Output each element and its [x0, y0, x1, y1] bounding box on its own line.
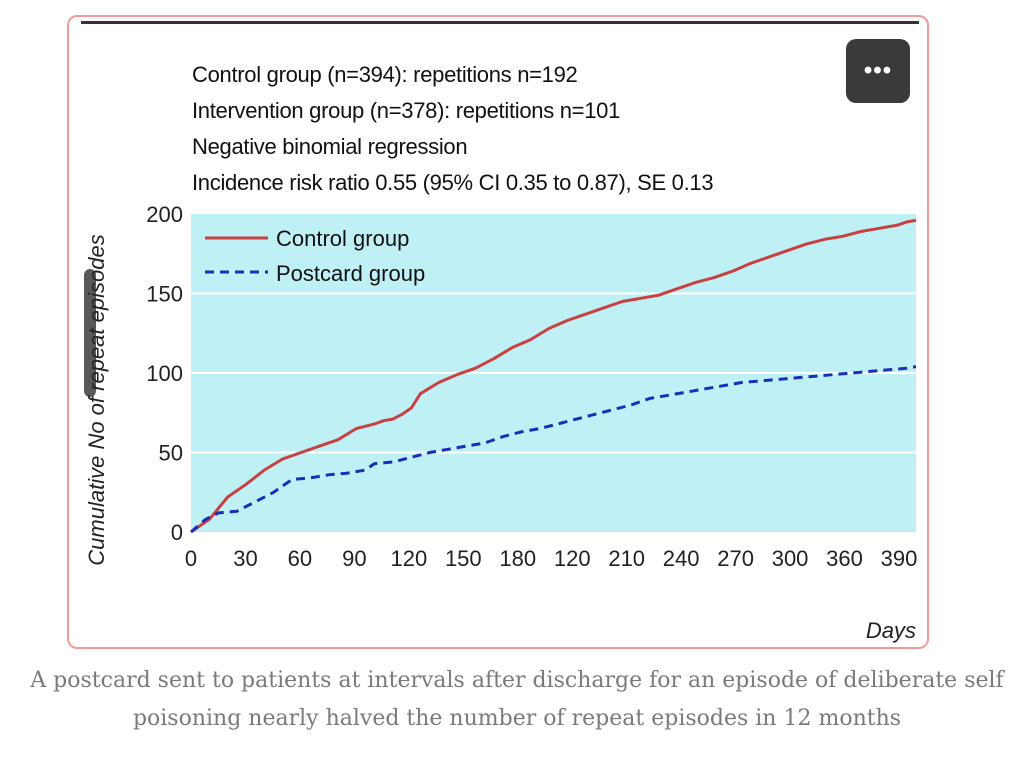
- line-chart: 0 50 100 150 200 0 30 60 90 120 150 180 120 210 240 27…: [84, 202, 917, 643]
- x-tick-label: 240: [663, 546, 700, 571]
- more-icon: •••: [863, 57, 893, 84]
- x-axis-label: Days: [866, 618, 916, 643]
- x-tick-label: 300: [772, 546, 809, 571]
- stats-line-control: Control group (n=394): repetitions n=192: [192, 62, 578, 87]
- more-options-button[interactable]: •••: [846, 39, 910, 103]
- stats-line-ratio: Incidence risk ratio 0.55 (95% CI 0.35 t…: [192, 170, 714, 195]
- y-tick-label: 150: [146, 282, 183, 307]
- stats-block: Control group (n=394): repetitions n=192…: [192, 57, 714, 201]
- grid-lines: [191, 292, 916, 454]
- legend: Control group Postcard group: [205, 226, 425, 286]
- stats-line-intervention: Intervention group (n=378): repetitions …: [192, 98, 621, 123]
- x-tick-label: 360: [826, 546, 863, 571]
- stats-line-method: Negative binomial regression: [192, 134, 468, 159]
- x-tick-label: 180: [499, 546, 536, 571]
- top-rule: [81, 21, 919, 24]
- y-tick-label: 100: [146, 361, 183, 386]
- x-tick-label: 30: [233, 546, 257, 571]
- x-tick-label: 210: [608, 546, 645, 571]
- y-tick-label: 50: [159, 441, 183, 466]
- legend-control-label: Control group: [276, 226, 409, 251]
- legend-postcard-label: Postcard group: [276, 261, 425, 286]
- x-tick-label: 120: [390, 546, 427, 571]
- y-tick-label: 200: [146, 202, 183, 227]
- series-layer: [190, 218, 917, 534]
- y-axis-label: Cumulative No of repeat episodes: [84, 234, 109, 565]
- series-line-postcard: [190, 365, 917, 534]
- series-line-control: [190, 218, 917, 534]
- x-tick-label: 150: [445, 546, 482, 571]
- left-scroll-handle[interactable]: [84, 269, 96, 397]
- x-tick-labels: 0 30 60 90 120 150 180 120 210 240 270 300 360 390: [185, 546, 917, 571]
- x-tick-label: 90: [342, 546, 366, 571]
- x-tick-label: 0: [185, 546, 197, 571]
- x-tick-label: 270: [717, 546, 754, 571]
- x-tick-label: 390: [881, 546, 918, 571]
- x-tick-label: 60: [288, 546, 312, 571]
- x-tick-label: 120: [554, 546, 591, 571]
- figure-caption: A postcard sent to patients at intervals…: [30, 668, 1004, 731]
- y-tick-label: 0: [171, 520, 183, 545]
- y-tick-labels: 0 50 100 150 200: [146, 202, 183, 545]
